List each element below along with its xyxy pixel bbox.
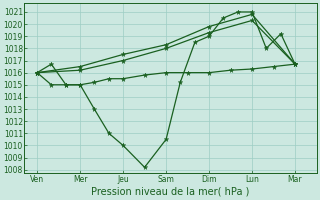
X-axis label: Pression niveau de la mer( hPa ): Pression niveau de la mer( hPa ) [91,187,250,197]
